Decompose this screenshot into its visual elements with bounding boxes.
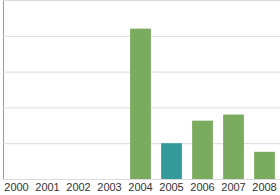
x-tick: 2006 <box>190 181 214 193</box>
bar <box>68 179 89 180</box>
x-tick: 2001 <box>35 181 59 193</box>
bar <box>37 179 58 180</box>
x-tick-label: 2006 <box>190 181 214 193</box>
x-tick-label: 2004 <box>128 181 152 193</box>
x-tick-label: 2001 <box>35 181 59 193</box>
x-tick-label: 2003 <box>97 181 121 193</box>
x-axis: 2000 2001 2002 2003 2004 2005 2006 2007 2008 <box>4 181 276 193</box>
y-tick <box>3 0 280 1</box>
bar <box>192 121 213 179</box>
grid-line <box>3 0 280 1</box>
x-tick: 2008 <box>252 181 276 193</box>
bar <box>161 143 182 179</box>
chart: 2000 2001 2002 2003 2004 2005 2006 2007 2008 <box>0 0 280 195</box>
x-tick: 2000 <box>4 181 28 193</box>
bar <box>130 29 151 179</box>
x-tick: 2007 <box>221 181 245 193</box>
y-axis-line <box>4 1 280 180</box>
bar <box>254 152 275 179</box>
bar <box>223 115 244 179</box>
x-tick-label: 2000 <box>4 181 28 193</box>
x-tick: 2005 <box>159 181 183 193</box>
bars <box>130 29 275 179</box>
bar <box>99 179 120 180</box>
x-tick: 2002 <box>66 181 90 193</box>
x-tick: 2003 <box>97 181 121 193</box>
y-axis <box>3 1 280 180</box>
plot: 2000 2001 2002 2003 2004 2005 2006 2007 2008 <box>3 1 280 193</box>
x-tick: 2004 <box>128 181 152 193</box>
x-tick-label: 2002 <box>66 181 90 193</box>
x-tick-label: 2008 <box>252 181 276 193</box>
bar <box>6 179 27 180</box>
x-tick-label: 2005 <box>159 181 183 193</box>
x-tick-label: 2007 <box>221 181 245 193</box>
